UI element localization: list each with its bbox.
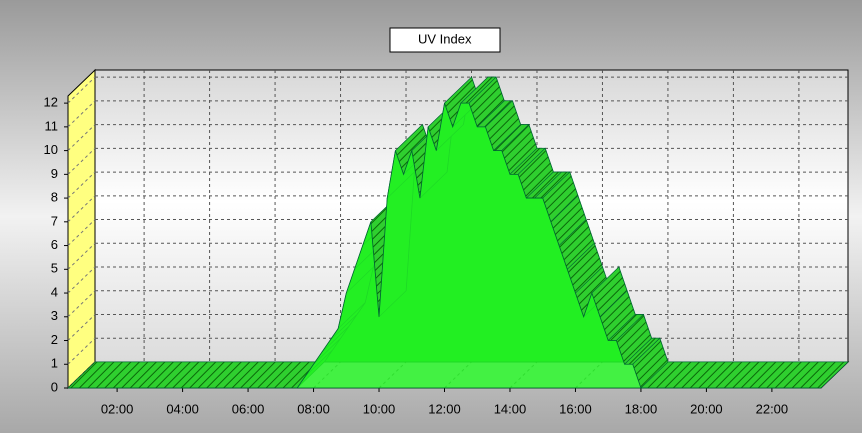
- y-tick-label: 8: [51, 190, 58, 205]
- y-tick-label: 11: [45, 118, 59, 133]
- y-tick-label: 12: [44, 95, 58, 110]
- x-tick-label: 06:00: [232, 401, 265, 416]
- x-tick-label: 16:00: [559, 401, 592, 416]
- grid-line: [67, 290, 96, 318]
- legend-box: [389, 27, 501, 53]
- y-tick-label: 3: [51, 308, 58, 323]
- grid-line: [67, 337, 96, 365]
- x-tick-label: 22:00: [756, 401, 789, 416]
- area-top-face: [67, 361, 325, 389]
- area-top-face: [640, 361, 849, 389]
- x-tick-label: 04:00: [166, 401, 199, 416]
- y-tick-label: 10: [44, 142, 58, 157]
- x-tick-label: 18:00: [625, 401, 658, 416]
- legend-swatch: [396, 35, 408, 45]
- grid-line: [67, 147, 96, 175]
- grid-line: [67, 242, 96, 270]
- x-tick-label: 08:00: [297, 401, 330, 416]
- y-tick-label: 7: [51, 213, 58, 228]
- y-tick-label: 0: [51, 379, 58, 394]
- legend-label: UV Index: [418, 31, 472, 46]
- y-tick-label: 9: [51, 166, 58, 181]
- x-tick-label: 14:00: [494, 401, 527, 416]
- legend: UV Index: [389, 27, 501, 53]
- x-tick-label: 12:00: [428, 401, 461, 416]
- grid-line: [67, 171, 96, 199]
- grid-line: [67, 124, 96, 151]
- area: [68, 102, 821, 389]
- grid-line: [67, 195, 96, 223]
- x-tick-label: 02:00: [101, 401, 134, 416]
- grid-line: [67, 314, 96, 341]
- left-wall: [67, 68, 96, 390]
- y-tick-label: 4: [51, 284, 58, 299]
- x-tick-label: 10:00: [363, 401, 396, 416]
- y-tick-label: 2: [51, 332, 58, 347]
- grid-line: [67, 266, 96, 294]
- x-tick-label: 20:00: [690, 401, 723, 416]
- y-tick-label: 1: [51, 356, 58, 371]
- grid-line: [67, 219, 96, 246]
- y-tick-label: 5: [51, 261, 58, 276]
- y-tick-label: 6: [51, 237, 58, 252]
- grid-line: [67, 76, 96, 104]
- grid-line: [67, 100, 96, 128]
